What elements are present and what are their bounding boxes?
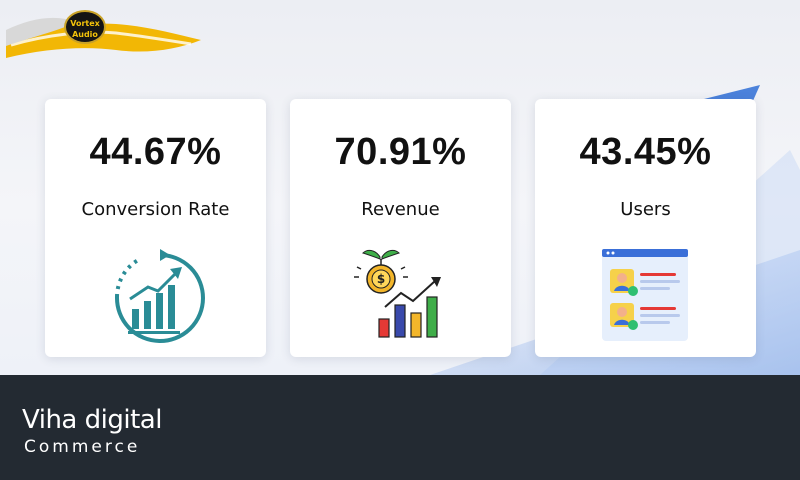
logo-text-line2: Audio bbox=[72, 30, 98, 39]
vortex-audio-logo: Vortex Audio bbox=[6, 0, 206, 70]
logo-text-line1: Vortex bbox=[70, 19, 100, 28]
users-card: 43.45% Users bbox=[535, 99, 756, 357]
svg-text:$: $ bbox=[377, 272, 385, 286]
conversion-rate-value: 44.67% bbox=[89, 131, 222, 173]
users-label: Users bbox=[620, 199, 671, 220]
revenue-chart-icon: $ bbox=[345, 247, 455, 347]
user-profiles-icon bbox=[590, 247, 700, 347]
brand-subtitle: Commerce bbox=[24, 437, 141, 457]
logo-badge: Vortex Audio bbox=[64, 10, 106, 44]
conversion-rate-card: 44.67% Conversion Rate bbox=[45, 99, 266, 357]
revenue-card: 70.91% Revenue $ bbox=[290, 99, 511, 357]
brand-name: Viha digital bbox=[22, 405, 162, 435]
footer: Viha digital Commerce bbox=[0, 375, 800, 480]
revenue-label: Revenue bbox=[361, 199, 440, 220]
revenue-value: 70.91% bbox=[334, 131, 467, 173]
conversion-rate-label: Conversion Rate bbox=[81, 199, 230, 220]
users-value: 43.45% bbox=[579, 131, 712, 173]
growth-chart-icon bbox=[100, 247, 210, 347]
